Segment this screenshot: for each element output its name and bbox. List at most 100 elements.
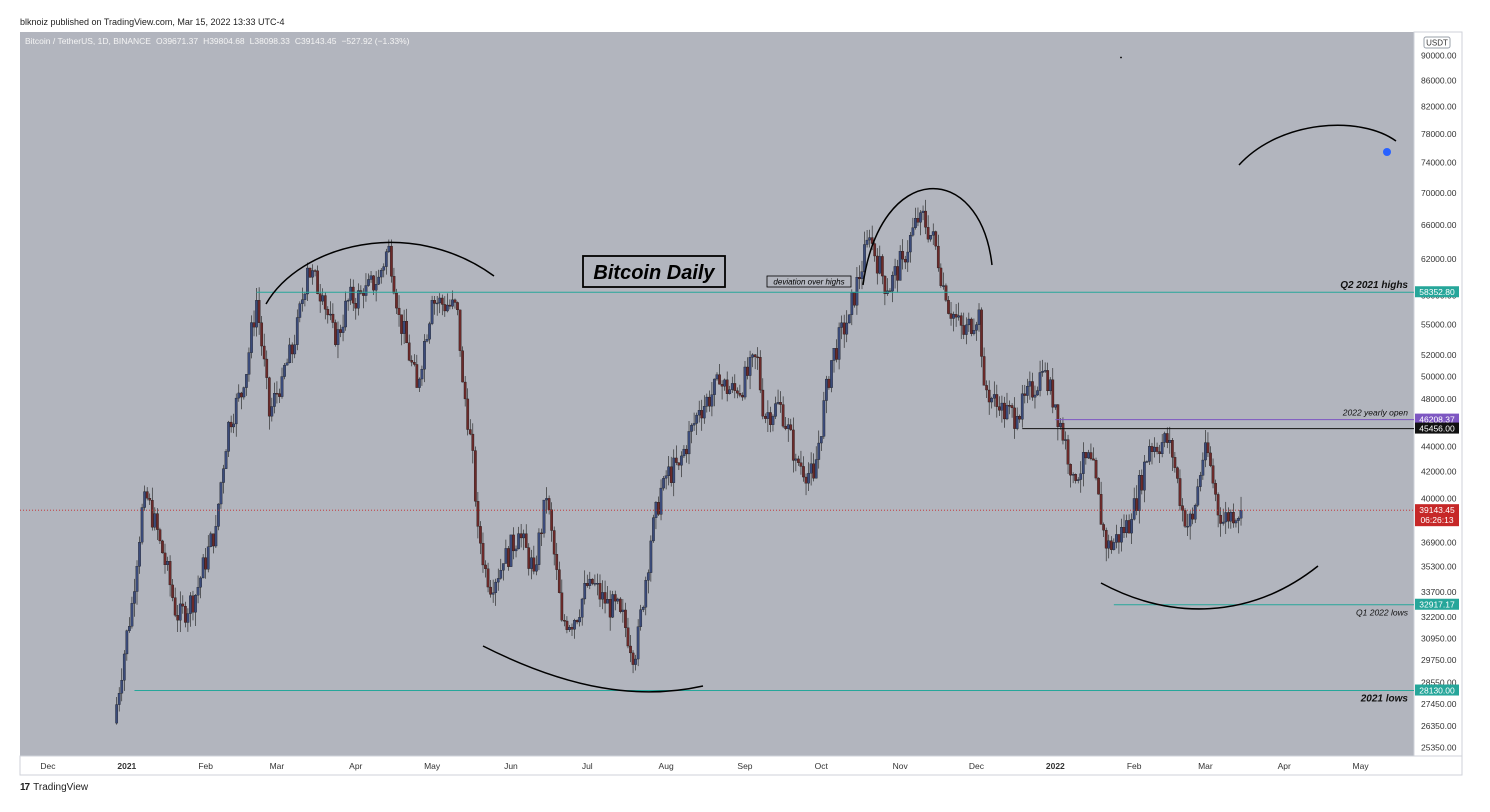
candle-body <box>715 374 719 380</box>
candle-body <box>1173 457 1177 468</box>
candle-body <box>985 385 988 391</box>
candle-body <box>667 466 671 476</box>
candle-body <box>1010 405 1014 409</box>
candle-body <box>880 256 884 277</box>
candle-body <box>387 245 391 252</box>
y-tick-label: 50000.00 <box>1421 372 1457 382</box>
candle-body <box>1097 477 1100 495</box>
candle-body <box>1109 540 1113 550</box>
candle-body <box>194 595 197 613</box>
candle-body <box>903 259 907 263</box>
candle-body <box>804 476 808 484</box>
candle-body <box>1013 407 1016 429</box>
candle-body <box>613 594 617 602</box>
candle-body <box>769 412 772 425</box>
candle-body <box>199 577 202 588</box>
candle-body <box>819 436 823 444</box>
candle-body <box>415 364 419 388</box>
candle-body <box>374 284 378 291</box>
candle-body <box>158 529 162 542</box>
candle-body <box>405 321 409 344</box>
footer-brand-text: TradingView <box>33 782 89 793</box>
candle-body <box>479 526 482 544</box>
candle-body <box>781 404 785 427</box>
x-tick-label: Dec <box>40 761 56 771</box>
price-tag <box>1415 598 1459 610</box>
candle-body <box>547 498 551 510</box>
price-tag <box>1415 413 1459 425</box>
candle-body <box>1094 460 1098 479</box>
candle-body <box>763 416 767 419</box>
candle-body <box>423 341 426 370</box>
candle-body <box>814 459 818 479</box>
candle-body <box>201 557 205 579</box>
candle-body <box>865 239 869 245</box>
candle-body <box>641 607 645 610</box>
candle-body <box>288 344 291 364</box>
candle-body <box>1237 518 1240 521</box>
footer-brand[interactable]: 17 TradingView <box>20 782 88 793</box>
candle-body <box>217 503 220 527</box>
candle-body <box>331 313 335 323</box>
candle-body <box>954 314 958 318</box>
candle-body <box>1092 458 1095 461</box>
candle-body <box>153 513 157 528</box>
candle-body <box>718 374 721 385</box>
candle-body <box>166 561 169 565</box>
candle-body <box>725 379 729 394</box>
candle-body <box>438 297 442 304</box>
candle-body <box>295 317 299 345</box>
candle-body <box>367 279 370 286</box>
y-tick-label: 70000.00 <box>1421 188 1457 198</box>
candle-body <box>1145 461 1149 463</box>
candle-body <box>377 276 381 285</box>
x-tick-label: Dec <box>969 761 985 771</box>
plot-area <box>20 32 1414 756</box>
candle-body <box>397 307 401 315</box>
candle-body <box>351 286 355 304</box>
candle-body <box>1025 386 1029 396</box>
candle-body <box>318 293 322 302</box>
candle-body <box>260 322 264 347</box>
candle-body <box>621 609 625 612</box>
candle-body <box>364 285 368 296</box>
title-annotation-text: Bitcoin Daily <box>593 262 715 284</box>
candle-body <box>929 235 933 240</box>
candle-body <box>1008 405 1011 407</box>
candle-body <box>1224 512 1228 523</box>
candle-body <box>346 300 350 302</box>
candle-body <box>644 580 648 608</box>
candle-body <box>407 342 411 361</box>
candle-body <box>680 455 683 466</box>
drawn-arc <box>1238 124 1397 166</box>
candle-body <box>1041 370 1044 373</box>
candle-body <box>797 458 800 463</box>
candle-body <box>921 210 925 213</box>
candle-body <box>1043 370 1047 372</box>
candle-body <box>522 533 526 539</box>
candle-body <box>339 329 342 333</box>
candle-body <box>1071 474 1075 476</box>
candles <box>115 199 1243 725</box>
candle-body <box>1064 439 1067 441</box>
price-tag-label: 46208.37 <box>1419 415 1455 425</box>
candle-body <box>858 277 861 280</box>
candle-body <box>1125 520 1128 534</box>
candle-body <box>705 396 709 407</box>
candle-body <box>987 389 991 403</box>
candle-body <box>486 568 490 588</box>
candle-body <box>1115 534 1118 543</box>
y-tick-label: 32200.00 <box>1421 612 1457 622</box>
candle-body <box>491 592 495 595</box>
candle-body <box>451 299 454 307</box>
candle-body <box>942 285 945 287</box>
candle-body <box>448 304 452 307</box>
candle-body <box>1059 422 1062 427</box>
candle-body <box>189 595 192 614</box>
candle-body <box>176 615 180 621</box>
candle-body <box>1015 416 1019 429</box>
candle-body <box>835 348 838 360</box>
candle-body <box>537 532 541 565</box>
candle-body <box>1102 524 1106 531</box>
